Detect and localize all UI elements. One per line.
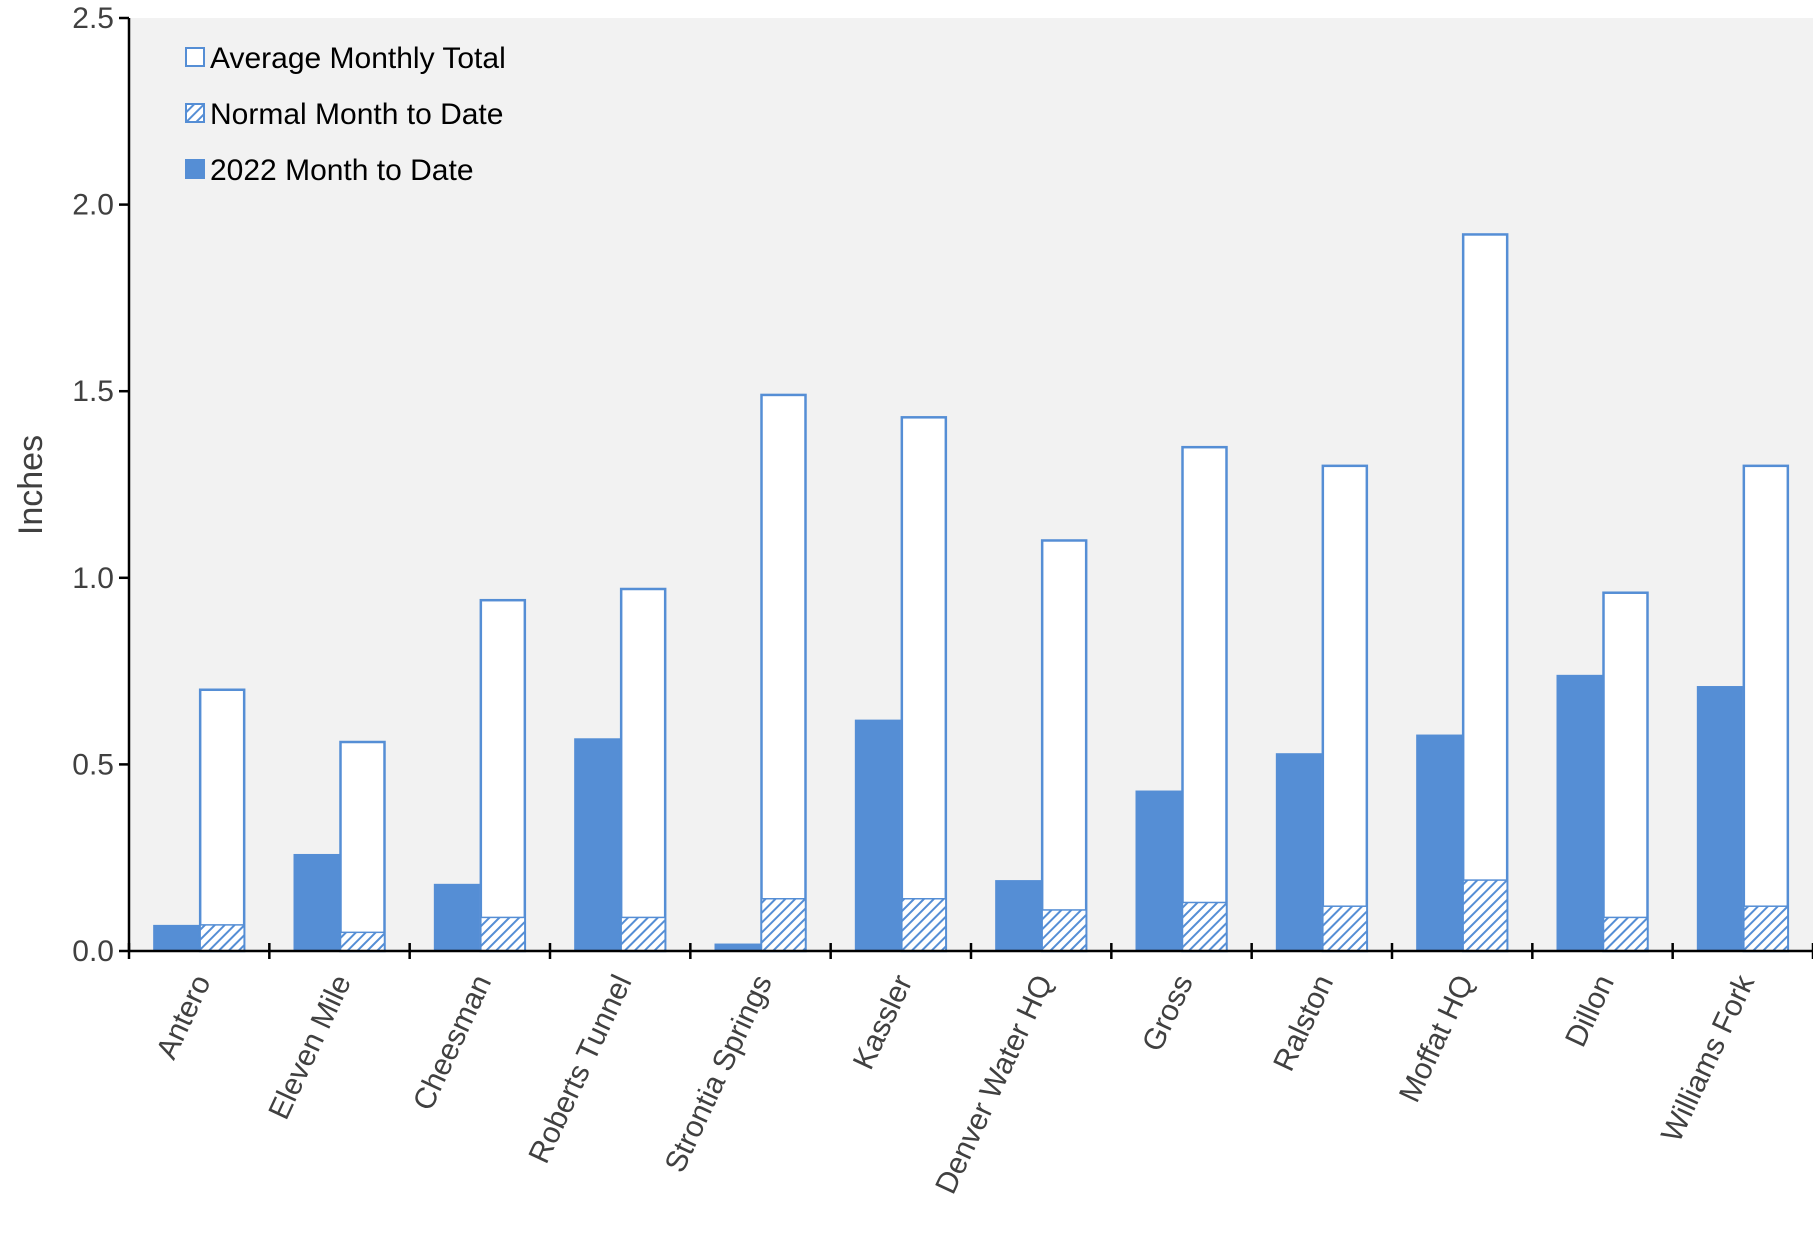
y-tick-label: 1.5 xyxy=(72,375,114,408)
bar-average-monthly-total xyxy=(479,598,527,953)
bar-normal-month-to-date xyxy=(480,916,526,952)
bar-2022-month-to-date xyxy=(1556,674,1603,951)
bar-2022-month-to-date xyxy=(995,880,1042,951)
y-tick-label: 0.0 xyxy=(72,935,114,968)
bar-average-monthly-total xyxy=(1321,464,1369,953)
y-tick-label: 2.5 xyxy=(72,2,114,35)
y-tick-label: 1.0 xyxy=(72,562,114,595)
bar-normal-month-to-date xyxy=(199,924,245,952)
bar-normal-month-to-date xyxy=(1322,905,1368,952)
legend: Average Monthly Total Normal Month to Dat… xyxy=(185,42,506,187)
bar-2022-month-to-date xyxy=(714,943,761,951)
x-tick-label: Antero xyxy=(150,970,217,1064)
y-tick-label: 0.5 xyxy=(72,748,114,781)
bar-normal-month-to-date xyxy=(760,898,807,952)
x-tick-label: Roberts Tunnel xyxy=(523,970,639,1168)
x-tick-label: Cheesman xyxy=(407,970,498,1115)
x-tick-label: Kassler xyxy=(847,970,919,1075)
y-axis-label: Inches xyxy=(12,435,50,535)
bar-2022-month-to-date xyxy=(574,738,621,951)
x-tick-label: Williams Fork xyxy=(1655,969,1761,1147)
x-tick-label: Dillon xyxy=(1559,970,1621,1052)
x-tick-label: Eleven Mile xyxy=(262,970,357,1124)
bar-2022-month-to-date xyxy=(153,924,200,951)
bar-average-monthly-total xyxy=(1461,233,1509,953)
legend-swatch xyxy=(185,159,205,179)
bar-2022-month-to-date xyxy=(854,719,901,951)
y-tick-labels: 0.0 0.5 1.0 1.5 2.0 2.5 xyxy=(72,2,114,968)
bar-2022-month-to-date xyxy=(1275,753,1322,951)
bar-average-monthly-total xyxy=(619,587,667,953)
legend-label: Average Monthly Total xyxy=(210,42,506,75)
bar-2022-month-to-date xyxy=(1416,734,1463,951)
bar-normal-month-to-date xyxy=(339,931,386,952)
plot-area xyxy=(129,18,1813,951)
legend-label: Normal Month to Date xyxy=(210,98,503,131)
bar-normal-month-to-date xyxy=(901,898,947,952)
x-tick-labels: Antero Eleven Mile Cheesman Roberts Tunnel S… xyxy=(150,969,1761,1199)
bar-2022-month-to-date xyxy=(433,883,480,951)
bar-normal-month-to-date xyxy=(1602,916,1649,952)
bar-average-monthly-total xyxy=(1742,464,1790,953)
legend-label: 2022 Month to Date xyxy=(210,154,474,187)
bars-group xyxy=(153,233,1790,953)
bar-average-monthly-total xyxy=(1040,539,1088,953)
bar-average-monthly-total xyxy=(1181,445,1228,953)
x-tick-label: Strontia Springs xyxy=(659,970,779,1177)
legend-swatch xyxy=(185,103,205,123)
x-tick-label: Gross xyxy=(1136,970,1200,1056)
axes-group xyxy=(119,16,1813,959)
bar-normal-month-to-date xyxy=(1462,879,1508,952)
bar-average-monthly-total xyxy=(900,416,948,953)
legend-swatch xyxy=(185,47,205,67)
bar-2022-month-to-date xyxy=(293,853,340,951)
bar-normal-month-to-date xyxy=(1743,905,1789,952)
bar-2022-month-to-date xyxy=(1135,790,1182,951)
bar-average-monthly-total xyxy=(339,740,386,953)
x-tick-label: Denver Water HQ xyxy=(929,970,1059,1199)
bar-normal-month-to-date xyxy=(1181,901,1228,952)
bar-average-monthly-total xyxy=(1602,591,1649,953)
x-tick-label: Ralston xyxy=(1267,970,1340,1076)
bar-2022-month-to-date xyxy=(1696,686,1743,951)
bar-normal-month-to-date xyxy=(1041,909,1087,952)
x-tick-label: Moffat HQ xyxy=(1393,970,1480,1107)
bar-normal-month-to-date xyxy=(620,916,666,952)
bar-average-monthly-total xyxy=(760,393,807,953)
y-tick-label: 2.0 xyxy=(72,189,114,222)
bar-average-monthly-total xyxy=(198,688,246,953)
